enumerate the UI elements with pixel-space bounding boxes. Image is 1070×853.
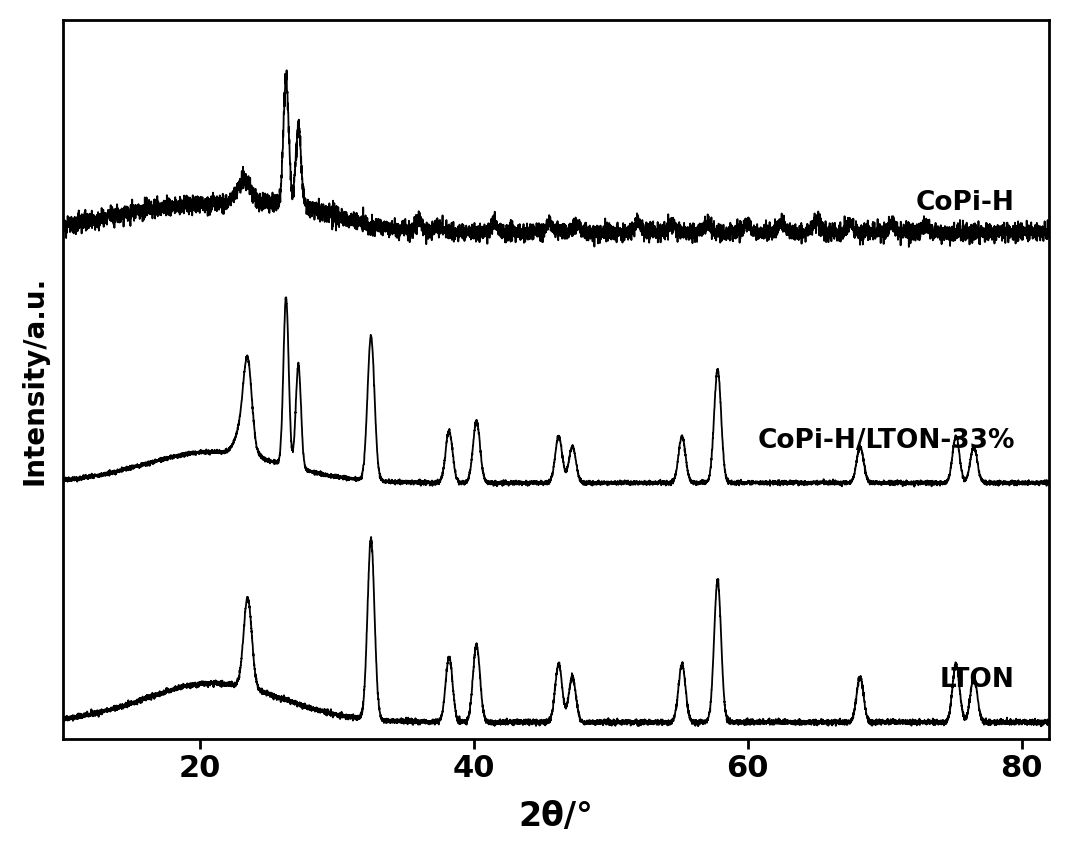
Text: CoPi-H/LTON-33%: CoPi-H/LTON-33% — [758, 427, 1015, 453]
X-axis label: 2θ/°: 2θ/° — [519, 799, 594, 833]
Y-axis label: Intensity/a.u.: Intensity/a.u. — [20, 276, 49, 485]
Text: LTON: LTON — [941, 666, 1015, 693]
Text: CoPi-H: CoPi-H — [916, 190, 1015, 216]
